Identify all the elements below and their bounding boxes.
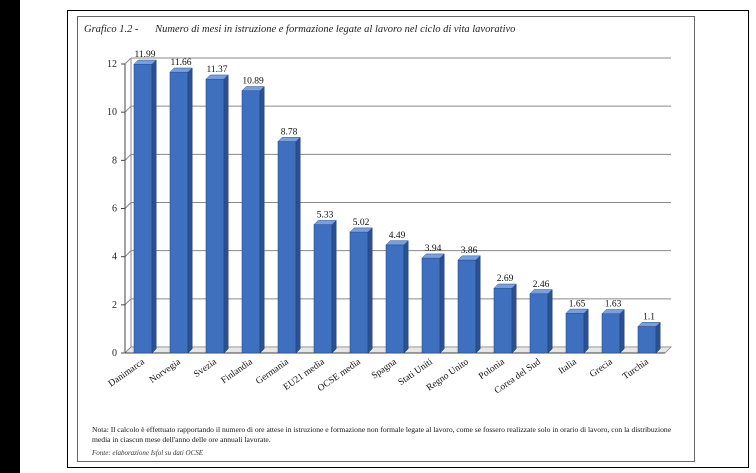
figure-title-text: Numero di mesi in istruzione e formazion…	[155, 24, 516, 35]
bar-top	[421, 253, 445, 259]
bar-side	[331, 219, 337, 354]
bar-side	[259, 85, 265, 354]
bar-side	[475, 255, 481, 354]
bar	[529, 293, 549, 354]
y-tick-label: 2	[112, 300, 117, 311]
gridline-depth	[124, 202, 132, 209]
x-tick-label: Svezia	[192, 357, 219, 380]
bar	[385, 244, 405, 354]
bar-top	[565, 308, 589, 314]
data-label: 11.99	[134, 50, 155, 60]
x-tick-label: Norvegia	[148, 357, 183, 386]
bar-side	[403, 240, 409, 354]
gridline-depth	[124, 57, 132, 65]
bar	[241, 90, 261, 354]
data-label: 1.1	[643, 313, 655, 323]
bar	[205, 78, 225, 354]
gridline-depth	[124, 298, 132, 306]
gridline-depth	[124, 153, 132, 161]
x-tick-label: Spagna	[370, 357, 399, 382]
bar	[637, 326, 657, 354]
data-label: 1.63	[605, 300, 622, 310]
bar	[601, 313, 621, 354]
bar	[565, 312, 585, 354]
bar-top	[241, 86, 265, 91]
gridline-depth	[124, 250, 132, 258]
bar	[457, 259, 477, 354]
figure-title: Grafico 1.2 - Numero di mesi in istruzio…	[84, 24, 515, 35]
y-tick-label: 4	[112, 252, 117, 263]
left-black-band	[0, 0, 20, 473]
bar-side	[439, 253, 445, 354]
data-label: 1.65	[569, 299, 586, 309]
bar-top	[385, 240, 409, 246]
bar	[493, 287, 513, 354]
bar-side	[223, 74, 229, 354]
bar-side	[367, 227, 373, 354]
x-tick-label: Finlandia	[220, 357, 256, 386]
source-text: Fonte: elaborazione Isfol su dati OCSE	[92, 449, 204, 457]
data-label: 8.78	[281, 128, 298, 138]
data-label: 11.66	[170, 58, 191, 68]
bar	[169, 71, 189, 354]
bar	[349, 231, 369, 354]
data-label: 11.37	[206, 65, 227, 75]
bar-top	[529, 289, 553, 295]
x-tick-label: Grecia	[588, 357, 615, 380]
bar-top	[637, 322, 661, 327]
bar-top	[205, 74, 229, 80]
bar-side	[295, 136, 301, 354]
y-tick-label: 6	[112, 204, 117, 215]
bar-top	[313, 220, 337, 225]
x-tick-label: Polonia	[477, 357, 507, 382]
bar-side	[187, 67, 193, 354]
y-tick-label: 12	[107, 59, 117, 70]
bar-side	[151, 59, 157, 354]
bar-top	[277, 137, 301, 142]
data-label: 5.33	[317, 211, 334, 221]
data-label: 2.46	[533, 280, 550, 290]
bar	[133, 63, 153, 354]
y-tick-label: 10	[107, 107, 117, 118]
bar-top	[493, 283, 517, 289]
y-tick-label: 8	[112, 155, 117, 166]
data-label: 10.89	[242, 77, 264, 87]
x-tick-label: Italia	[557, 357, 579, 377]
bar-top	[133, 59, 157, 65]
data-label: 2.69	[497, 274, 514, 284]
figure-number: Grafico 1.2 -	[84, 24, 139, 35]
bar-side	[547, 288, 553, 354]
data-label: 3.94	[425, 244, 442, 254]
data-label: 3.86	[461, 246, 478, 256]
bar	[421, 257, 441, 354]
data-label: 5.02	[353, 218, 370, 228]
bar	[313, 224, 333, 354]
data-label: 4.49	[389, 231, 406, 241]
bar-side	[583, 308, 589, 354]
bar-side	[511, 283, 517, 354]
bar-top	[601, 309, 625, 314]
note-text: Nota: Il calcolo è effettuato rapportand…	[92, 425, 672, 444]
x-tick-label: Turchia	[621, 357, 651, 382]
bar-top	[349, 227, 373, 233]
bar-side	[619, 308, 625, 354]
bar-top	[169, 67, 193, 73]
gridline-depth	[124, 105, 132, 113]
bar-top	[457, 255, 481, 261]
bar	[277, 141, 297, 354]
bar-side	[655, 321, 661, 354]
x-tick-label: Danimarca	[107, 357, 148, 390]
y-tick-label: 0	[112, 348, 117, 359]
